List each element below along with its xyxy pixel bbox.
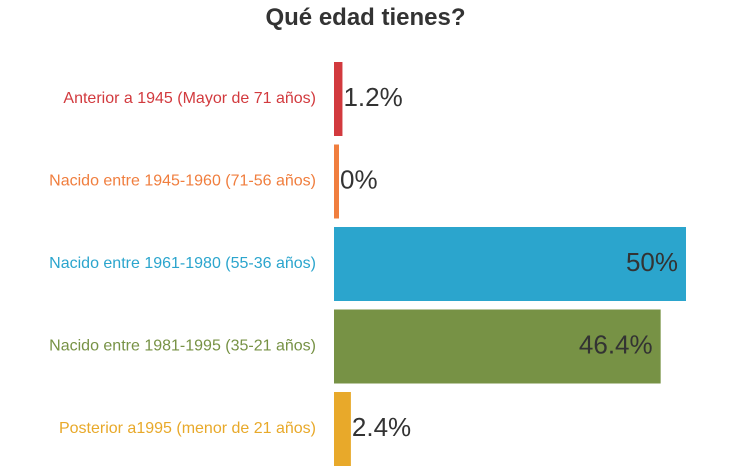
value-label-2: 50% xyxy=(626,247,678,277)
category-label-1: Nacido entre 1945-1960 (71-56 años) xyxy=(49,173,316,190)
category-label-2: Nacido entre 1961-1980 (55-36 años) xyxy=(49,255,316,272)
bar-1 xyxy=(334,144,339,219)
value-label-0: 1.2% xyxy=(343,82,402,112)
category-label-3: Nacido entre 1981-1995 (35-21 años) xyxy=(49,338,316,355)
bar-0 xyxy=(334,62,343,136)
category-label-0: Anterior a 1945 (Mayor de 71 años) xyxy=(63,90,316,107)
bar-2 xyxy=(334,227,686,301)
chart-title: Qué edad tienes? xyxy=(265,4,466,31)
value-label-3: 46.4% xyxy=(579,329,653,359)
value-label-4: 2.4% xyxy=(352,412,411,442)
category-label-4: Posterior a1995 (menor de 21 años) xyxy=(59,420,316,437)
bar-4 xyxy=(334,392,351,466)
value-label-1: 0% xyxy=(340,164,378,194)
bar-3 xyxy=(334,309,661,384)
